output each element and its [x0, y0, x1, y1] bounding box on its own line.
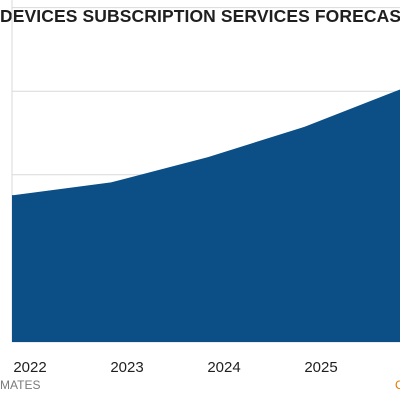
- x-axis-ticks: 20222023202420252026: [13, 359, 337, 376]
- x-tick-label: 2024: [207, 359, 240, 376]
- source-note: MATES: [0, 378, 41, 392]
- x-tick-label: 2025: [304, 359, 337, 376]
- x-tick-label: 2022: [13, 359, 46, 376]
- brand-mark: C: [395, 378, 400, 392]
- area-series: [12, 89, 400, 342]
- chart-title: DEVICES SUBSCRIPTION SERVICES FORECAST: [0, 6, 400, 26]
- x-tick-label: 2023: [110, 359, 143, 376]
- area-layer: [12, 89, 400, 342]
